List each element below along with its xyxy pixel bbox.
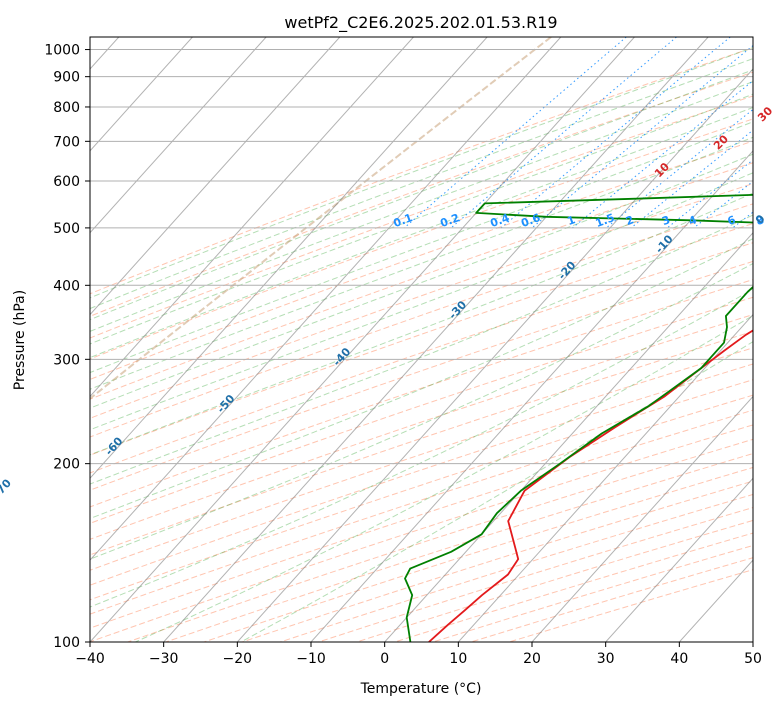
y-tick-label: 400: [53, 278, 80, 294]
moist-adiabat-line: [90, 69, 753, 321]
y-tick-label: 1000: [44, 43, 80, 59]
isotherm-line: [90, 37, 488, 480]
dewpoint-profile: [404, 193, 753, 642]
dry-adiabat-line: [90, 140, 753, 380]
mixing-ratio-label: 3: [660, 213, 672, 228]
isotherm-line: [457, 313, 753, 642]
chart-title: wetPf2_C2E6.2025.202.01.53.R19: [284, 13, 557, 33]
dry-adiabat-line: [90, 162, 753, 400]
dry-adiabat-line: [90, 71, 753, 317]
isotherm-line: [384, 231, 753, 642]
moist-adiabat-line: [135, 314, 753, 642]
mixing-ratio-line: [531, 44, 753, 229]
dry-adiabat-line: [90, 183, 753, 419]
y-axis: 100 200 300 400 500 600 700 800 900 1000: [44, 43, 90, 651]
isotherm-line: [90, 37, 193, 152]
mixing-ratio-label: 0.2: [438, 211, 461, 230]
isotherm-line: [90, 37, 341, 316]
moist-adiabat-line: [90, 172, 753, 431]
moist-adiabat-line: [90, 81, 753, 332]
dry-adiabat-line: [90, 47, 753, 295]
x-tick-label: 50: [744, 651, 762, 667]
x-axis-title: Temperature (°C): [360, 681, 482, 697]
mixing-ratio-label: 0.1: [392, 211, 415, 230]
mixing-ratio-label: 1.5: [594, 211, 617, 230]
mixing-ratio-line: [500, 37, 731, 229]
x-tick-label: 10: [449, 651, 467, 667]
dry-adiabat-line: [90, 379, 753, 601]
x-axis: −40 −30 −20 −10 0 10 20 30 40 50: [75, 642, 762, 667]
y-tick-label: 200: [53, 457, 80, 473]
x-tick-label: −20: [223, 651, 253, 667]
mixing-ratio-label: 4: [687, 213, 699, 228]
mixing-ratio-line: [572, 80, 753, 229]
x-tick-label: 0: [380, 651, 389, 667]
dry-adiabat-line: [90, 330, 753, 556]
moist-adiabat-line: [90, 136, 753, 390]
mixing-ratio-label: 10: [773, 212, 775, 230]
x-tick-label: 20: [523, 651, 541, 667]
isotherm-line: [236, 68, 753, 642]
grid-lines: [90, 37, 753, 642]
dry-adiabat-line: [90, 296, 753, 524]
plot-frame: [89, 36, 754, 643]
x-tick-label: 30: [597, 651, 615, 667]
y-tick-label: 600: [53, 174, 80, 190]
isotherm-line: [310, 150, 753, 642]
isotherm-line: [90, 37, 267, 234]
background-lines: [90, 37, 753, 642]
dry-adiabat-line: [90, 118, 753, 360]
mixing-ratio-label: 2: [624, 213, 636, 228]
mixing-ratio-line: [403, 37, 627, 229]
reference-curve: [90, 37, 552, 400]
dry-adiabat-line: [90, 347, 753, 571]
moist-adiabat-line: [90, 47, 753, 299]
y-tick-label: 100: [53, 635, 80, 651]
moist-adiabat-line: [90, 153, 753, 409]
moist-adiabat-line: [90, 214, 753, 485]
isotherm-line: [531, 395, 753, 642]
moist-adiabat-line: [90, 238, 753, 520]
y-tick-label: 800: [53, 100, 80, 116]
x-tick-label: 40: [670, 651, 688, 667]
y-tick-label: 300: [53, 352, 80, 368]
mixing-ratio-line: [450, 37, 677, 229]
y-tick-label: 900: [53, 70, 80, 86]
isotherm-line: [90, 37, 414, 398]
isotherm-line: [163, 37, 709, 642]
dry-adiabat-line: [90, 394, 753, 615]
x-tick-label: −40: [75, 651, 105, 667]
x-tick-label: −30: [149, 651, 179, 667]
y-tick-label: 500: [53, 221, 80, 237]
moist-adiabat-line: [90, 192, 753, 456]
mixing-ratio-line: [666, 159, 753, 229]
mixing-ratio-label: 8: [754, 213, 766, 228]
profile-lines: [404, 193, 753, 642]
dry-adiabat-line: [90, 242, 753, 474]
mixing-ratio-label: 0.4: [488, 211, 511, 230]
dry-adiabat-line: [90, 203, 753, 438]
mixing-ratio-label: 6: [726, 213, 738, 228]
dry-adiabat-line: [90, 279, 753, 508]
temperature-profile: [428, 329, 753, 642]
y-axis-title: Pressure (hPa): [12, 290, 28, 390]
mixing-ratio-label: 1: [565, 213, 577, 228]
isotherm-line: [90, 37, 562, 561]
moist-adiabat-line: [90, 57, 753, 310]
isotherm-line: [90, 37, 635, 642]
isotherm-line: [605, 477, 753, 642]
x-tick-label: −10: [296, 651, 326, 667]
y-tick-label: 700: [53, 134, 80, 150]
mixing-ratio-label: 0.6: [519, 211, 542, 230]
